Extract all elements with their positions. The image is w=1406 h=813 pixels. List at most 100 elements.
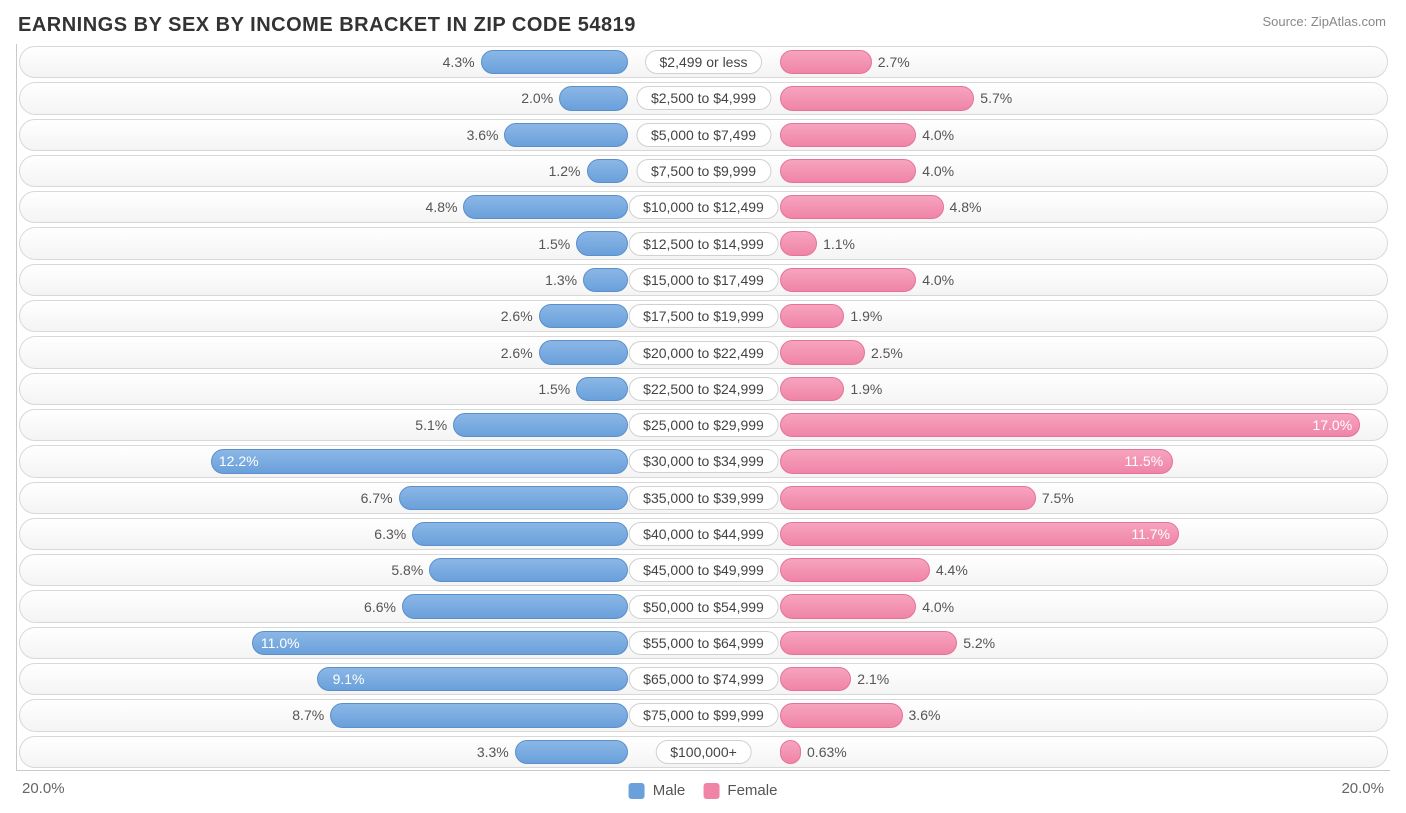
- male-value-label: 6.6%: [364, 599, 396, 615]
- row-track: 11.0% 5.2% $55,000 to $64,999: [19, 627, 1388, 659]
- male-bar: [576, 377, 627, 401]
- chart-row: 11.0% 5.2% $55,000 to $64,999: [17, 625, 1390, 661]
- category-label: $20,000 to $22,499: [628, 341, 779, 365]
- female-bar: [780, 667, 852, 691]
- chart-row: 5.1%17.0%$25,000 to $29,999: [17, 407, 1390, 443]
- female-value-label: 5.2%: [963, 635, 995, 651]
- chart-container: EARNINGS BY SEX BY INCOME BRACKET IN ZIP…: [0, 0, 1406, 813]
- row-track: 6.3% 11.7% $40,000 to $44,999: [19, 518, 1388, 550]
- chart-row: 2.0% 5.7% $2,500 to $4,999: [17, 80, 1390, 116]
- row-track: 4.8% 4.8% $10,000 to $12,499: [19, 191, 1388, 223]
- female-value-label: 1.9%: [850, 308, 882, 324]
- female-swatch-icon: [703, 783, 719, 799]
- male-value-label: 3.6%: [467, 127, 499, 143]
- category-label: $5,000 to $7,499: [636, 123, 771, 147]
- male-value-label: 4.3%: [443, 54, 475, 70]
- category-label: $17,500 to $19,999: [628, 304, 779, 328]
- female-bar: [780, 594, 917, 618]
- female-value-label: 4.8%: [950, 199, 982, 215]
- chart-row: 6.3% 11.7% $40,000 to $44,999: [17, 516, 1390, 552]
- male-value-label: 1.5%: [538, 236, 570, 252]
- category-label: $40,000 to $44,999: [628, 522, 779, 546]
- category-label: $50,000 to $54,999: [628, 595, 779, 619]
- female-bar: [780, 340, 865, 364]
- category-label: $2,499 or less: [645, 50, 763, 74]
- category-label: $12,500 to $14,999: [628, 232, 779, 256]
- row-track: 1.5%1.9%$22,500 to $24,999: [19, 373, 1388, 405]
- female-value-label: 0.63%: [807, 744, 847, 760]
- male-value-label: 4.8%: [426, 199, 458, 215]
- chart-row: 2.6% 1.9% $17,500 to $19,999: [17, 298, 1390, 334]
- chart-row: 5.8%4.4%$45,000 to $49,999: [17, 552, 1390, 588]
- row-track: 9.1%2.1%$65,000 to $74,999: [19, 663, 1388, 695]
- chart-title: EARNINGS BY SEX BY INCOME BRACKET IN ZIP…: [0, 0, 1406, 37]
- female-value-label: 17.0%: [1312, 417, 1352, 433]
- female-value-label: 1.9%: [850, 381, 882, 397]
- legend-male-label: Male: [653, 782, 686, 799]
- axis-max-right: 20.0%: [1341, 780, 1384, 797]
- chart-row: 1.2%4.0%$7,500 to $9,999: [17, 153, 1390, 189]
- category-label: $30,000 to $34,999: [628, 449, 779, 473]
- male-value-label: 1.3%: [545, 272, 577, 288]
- row-track: 2.6%2.5%$20,000 to $22,499: [19, 336, 1388, 368]
- female-bar: [780, 631, 958, 655]
- category-label: $15,000 to $17,499: [628, 268, 779, 292]
- male-bar: [504, 123, 627, 147]
- female-value-label: 11.7%: [1131, 526, 1170, 542]
- female-value-label: 3.6%: [909, 707, 941, 723]
- row-track: 2.6% 1.9% $17,500 to $19,999: [19, 300, 1388, 332]
- female-bar: [780, 231, 818, 255]
- male-value-label: 1.5%: [538, 381, 570, 397]
- male-value-label: 3.3%: [477, 744, 509, 760]
- male-bar: [539, 340, 628, 364]
- female-bar: [780, 195, 944, 219]
- row-track: 3.3%0.63%$100,000+: [19, 736, 1388, 768]
- female-bar: [780, 377, 845, 401]
- male-bar: [463, 195, 627, 219]
- axis-max-left: 20.0%: [22, 780, 65, 797]
- female-bar: [780, 703, 903, 727]
- male-value-label: 2.6%: [501, 308, 533, 324]
- male-value-label: 9.1%: [333, 671, 365, 687]
- chart-row: 3.3%0.63%$100,000+: [17, 734, 1390, 770]
- female-value-label: 4.0%: [922, 127, 954, 143]
- chart-row: 12.2%11.5%$30,000 to $34,999: [17, 443, 1390, 479]
- category-label: $55,000 to $64,999: [628, 631, 779, 655]
- male-value-label: 2.6%: [501, 345, 533, 361]
- male-bar: [559, 86, 627, 110]
- female-value-label: 4.0%: [922, 272, 954, 288]
- female-value-label: 4.0%: [922, 599, 954, 615]
- male-bar: [576, 231, 627, 255]
- male-bar: [587, 159, 628, 183]
- male-value-label: 1.2%: [549, 163, 581, 179]
- chart-row: 4.8% 4.8% $10,000 to $12,499: [17, 189, 1390, 225]
- female-value-label: 5.7%: [980, 90, 1012, 106]
- female-bar: [780, 413, 1361, 437]
- male-value-label: 11.0%: [261, 635, 300, 651]
- category-label: $35,000 to $39,999: [628, 486, 779, 510]
- category-label: $10,000 to $12,499: [628, 195, 779, 219]
- male-value-label: 6.7%: [361, 490, 393, 506]
- male-bar: [211, 449, 628, 473]
- category-label: $2,500 to $4,999: [636, 86, 771, 110]
- source-attribution: Source: ZipAtlas.com: [1262, 14, 1386, 29]
- row-track: 12.2%11.5%$30,000 to $34,999: [19, 445, 1388, 477]
- row-track: 1.3% 4.0% $15,000 to $17,499: [19, 264, 1388, 296]
- chart-row: 8.7%3.6%$75,000 to $99,999: [17, 697, 1390, 733]
- female-bar: [780, 50, 872, 74]
- male-bar: [402, 594, 628, 618]
- legend-female: Female: [703, 782, 777, 799]
- male-value-label: 2.0%: [521, 90, 553, 106]
- row-track: 6.7%7.5%$35,000 to $39,999: [19, 482, 1388, 514]
- chart-row: 3.6% 4.0% $5,000 to $7,499: [17, 117, 1390, 153]
- row-track: 8.7%3.6%$75,000 to $99,999: [19, 699, 1388, 731]
- category-label: $25,000 to $29,999: [628, 413, 779, 437]
- male-swatch-icon: [629, 783, 645, 799]
- row-track: 1.2%4.0%$7,500 to $9,999: [19, 155, 1388, 187]
- male-bar: [481, 50, 628, 74]
- row-track: 3.6% 4.0% $5,000 to $7,499: [19, 119, 1388, 151]
- category-label: $45,000 to $49,999: [628, 558, 779, 582]
- female-bar: [780, 740, 802, 764]
- chart-plot-area: 4.3%2.7%$2,499 or less2.0%5.7%$2,500 to …: [16, 44, 1390, 771]
- male-value-label: 6.3%: [374, 526, 406, 542]
